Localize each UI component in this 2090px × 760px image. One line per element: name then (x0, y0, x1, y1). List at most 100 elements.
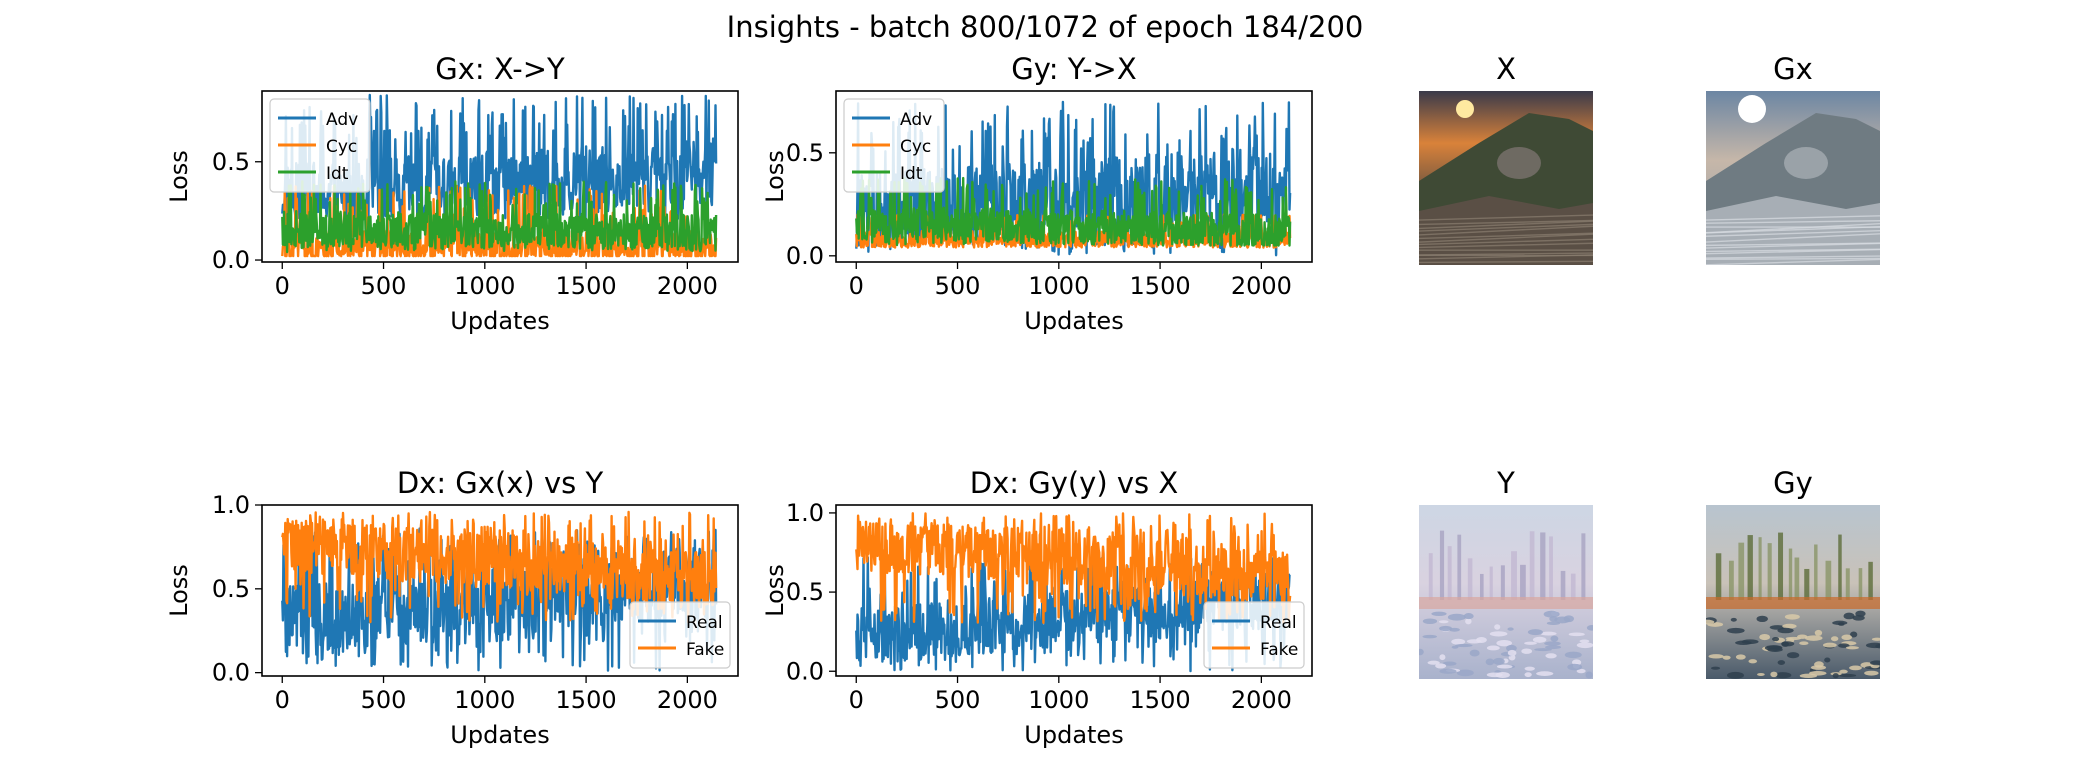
water-stroke (1772, 636, 1780, 642)
tree-stroke (1447, 546, 1452, 600)
tree-stroke (1868, 561, 1873, 600)
tree-stroke (1560, 570, 1566, 600)
tree-stroke (1794, 557, 1800, 600)
water-stroke (1456, 669, 1474, 677)
series-line-fake (281, 510, 718, 624)
x-axis-label: Updates (450, 721, 549, 749)
rock-streak (1419, 260, 1593, 264)
tree-stroke (1489, 566, 1493, 600)
chart-title: Dx: Gy(y) vs X (970, 466, 1178, 500)
water-stroke (1545, 653, 1557, 659)
tree-stroke (1778, 532, 1784, 600)
chart-title: Dx: Gx(x) vs Y (397, 466, 604, 500)
image-title: Gx (1773, 52, 1813, 86)
water-stroke (1536, 671, 1554, 676)
x-tick-label: 2000 (1231, 686, 1292, 714)
water-stroke (1506, 644, 1517, 652)
water-stroke (1804, 635, 1823, 641)
water-stroke (1465, 618, 1472, 625)
x-axis-label: Updates (450, 307, 549, 335)
y-tick-label: 0.5 (212, 148, 250, 176)
water-stroke (1710, 666, 1721, 670)
water-stroke (1781, 641, 1795, 647)
water-stroke (1447, 613, 1466, 621)
image-content (1706, 91, 1880, 265)
water-stroke (1814, 661, 1824, 668)
x-tick-label: 1000 (1028, 686, 1089, 714)
water-stroke (1576, 668, 1586, 674)
rock-streak (1706, 248, 1880, 255)
water-stroke (1496, 639, 1512, 647)
image-content (1706, 505, 1880, 679)
plot-area-gy (855, 100, 1292, 257)
water-stroke (1735, 654, 1746, 660)
water-stroke (1843, 612, 1855, 620)
image-panel-gx: Gx (1706, 52, 1880, 265)
water-stroke (1439, 668, 1457, 674)
rock-streak (1706, 255, 1880, 259)
x-tick-label: 1500 (1130, 272, 1191, 300)
legend-label-adv: Adv (900, 110, 932, 130)
tree-stroke (1858, 568, 1863, 600)
image-panel-x: X (1419, 52, 1593, 265)
tree-stroke (1825, 560, 1832, 600)
y-tick-label: 0.5 (786, 578, 824, 606)
water-stroke (1419, 648, 1424, 656)
water-stroke (1435, 663, 1447, 669)
x-tick-label: 0 (849, 272, 864, 300)
axes-frame (835, 90, 1313, 263)
water-stroke (1422, 618, 1438, 625)
x-axis-label: Updates (1024, 721, 1123, 749)
water-stroke (1439, 625, 1453, 632)
water-stroke (1579, 639, 1590, 643)
tree-stroke (1529, 531, 1535, 600)
rock-streak (1419, 232, 1593, 240)
x-tick-label: 2000 (1231, 272, 1292, 300)
x-tick-label: 1000 (454, 686, 515, 714)
water-stroke (1814, 629, 1823, 637)
figure-suptitle: Insights - batch 800/1072 of epoch 184/2… (727, 10, 1364, 44)
water-stroke (1476, 637, 1487, 644)
x-tick-label: 500 (935, 686, 981, 714)
water-stroke (1496, 664, 1513, 669)
tree-stroke (1439, 530, 1445, 600)
rock-streak (1419, 233, 1593, 243)
x-tick-label: 1500 (556, 686, 617, 714)
legend-box (629, 601, 731, 669)
x-tick-label: 1500 (556, 272, 617, 300)
water-stroke (1777, 627, 1794, 634)
chart-title: Gx: X->Y (435, 52, 565, 86)
images-layer: X Gx Y Gy (1419, 52, 1880, 679)
water-stroke (1823, 642, 1837, 648)
image-title: Y (1496, 466, 1515, 500)
water-stroke (1567, 663, 1583, 671)
water-stroke (1455, 643, 1473, 648)
tree-stroke (1570, 573, 1576, 600)
water-stroke (1824, 657, 1831, 663)
boulder (1784, 147, 1828, 179)
charts-layer: 0 500 1000 1500 2000 0.0 0.5 Gx: X->Y Updates Los… (165, 52, 1313, 749)
water-stroke (1782, 623, 1797, 629)
water-stroke (1576, 642, 1593, 649)
chart-dx2: 0 500 1000 1500 2000 0.0 0.5 1.0 Dx: Gy(y) vs X U… (761, 466, 1313, 749)
tree-stroke (1467, 558, 1473, 600)
x-axis-label: Updates (1024, 307, 1123, 335)
series-line-idt (281, 180, 718, 254)
water-stroke (1838, 643, 1850, 648)
tree-stroke (1540, 532, 1546, 600)
y-axis-label: Loss (761, 150, 789, 203)
rock-streak (1706, 226, 1880, 234)
tree-stroke (1520, 564, 1526, 600)
y-tick-label: 1.0 (212, 491, 250, 519)
water-stroke (1845, 646, 1859, 650)
tree-stroke (1738, 542, 1745, 600)
legend-label-fake: Fake (1260, 640, 1298, 660)
tree-stroke (1814, 544, 1818, 600)
x-tick-label: 2000 (657, 272, 718, 300)
chart-gy: 0 500 1000 1500 2000 0.0 0.5 Gy: Y->X Updates Los… (761, 52, 1313, 335)
water-stroke (1494, 624, 1501, 630)
tree-stroke (1767, 543, 1772, 600)
water-stroke (1585, 671, 1593, 679)
